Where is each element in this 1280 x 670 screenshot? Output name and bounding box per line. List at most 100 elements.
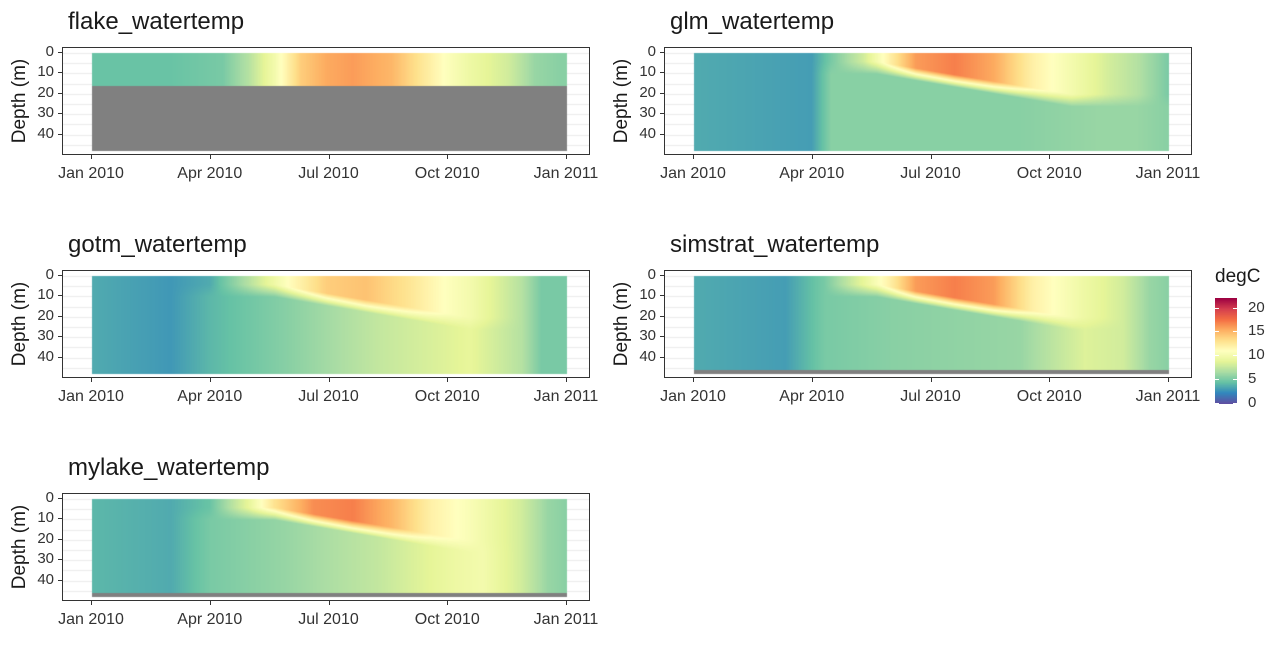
y-tick-mark: [58, 336, 62, 337]
x-tick-label: Jan 2011: [1135, 165, 1201, 182]
y-tick-mark: [58, 52, 62, 53]
y-tick-mark: [660, 336, 664, 337]
panel-title: simstrat_watertemp: [670, 231, 880, 258]
y-tick-label: 10: [639, 63, 656, 81]
y-tick-label: 30: [639, 327, 656, 345]
x-tick-mark: [812, 378, 813, 382]
y-tick-label: 10: [37, 509, 54, 527]
y-tick-label: 40: [639, 347, 656, 365]
y-tick-label: 20: [37, 83, 54, 101]
x-tick-mark: [447, 155, 448, 159]
y-tick-label: 20: [37, 529, 54, 547]
legend-tick-label: 0: [1248, 394, 1257, 411]
x-tick-mark: [447, 601, 448, 605]
x-tick-mark: [931, 155, 932, 159]
y-tick-label: 20: [639, 83, 656, 101]
legend-tick-label: 20: [1248, 298, 1265, 316]
x-tick-label: Jan 2010: [660, 388, 726, 405]
y-tick-label: 30: [37, 550, 54, 568]
x-tick-label: Jul 2010: [900, 165, 961, 182]
y-tick-mark: [58, 113, 62, 114]
heatmap-panel: [62, 47, 590, 155]
x-tick-label: Jan 2011: [533, 611, 599, 628]
heatmap-panel: [664, 270, 1192, 378]
y-tick-label: 0: [647, 266, 656, 283]
y-tick-mark: [58, 498, 62, 499]
legend-title: degC: [1215, 266, 1261, 287]
x-tick-mark: [1168, 155, 1169, 159]
y-tick-label: 0: [45, 266, 54, 283]
x-tick-mark: [210, 378, 211, 382]
y-tick-mark: [660, 357, 664, 358]
y-tick-mark: [58, 539, 62, 540]
y-tick-mark: [58, 275, 62, 276]
heatmap-panel: [62, 270, 590, 378]
y-tick-mark: [660, 295, 664, 296]
heatmap-panel: [664, 47, 1192, 155]
y-tick-label: 40: [37, 347, 54, 365]
y-tick-mark: [58, 518, 62, 519]
panel-title: flake_watertemp: [68, 8, 245, 35]
x-tick-label: Apr 2010: [177, 165, 243, 182]
x-tick-mark: [693, 155, 694, 159]
y-tick-mark: [660, 93, 664, 94]
legend-tick-mark: [1233, 379, 1237, 380]
y-tick-mark: [58, 580, 62, 581]
legend-tick-mark: [1233, 331, 1237, 332]
y-tick-label: 20: [639, 306, 656, 324]
x-tick-label: Jan 2010: [58, 611, 124, 628]
x-tick-label: Jan 2011: [533, 165, 599, 182]
x-tick-mark: [91, 601, 92, 605]
legend-tick-mark: [1215, 403, 1219, 404]
y-tick-label: 20: [37, 306, 54, 324]
y-tick-mark: [58, 559, 62, 560]
x-tick-label: Oct 2010: [1016, 165, 1082, 182]
y-tick-label: 30: [37, 327, 54, 345]
x-tick-mark: [91, 378, 92, 382]
legend-tick-mark: [1215, 379, 1219, 380]
y-tick-label: 0: [647, 43, 656, 60]
x-tick-label: Oct 2010: [414, 388, 480, 405]
y-tick-label: 10: [639, 286, 656, 304]
x-tick-label: Oct 2010: [414, 611, 480, 628]
x-tick-mark: [1168, 378, 1169, 382]
x-tick-mark: [1049, 378, 1050, 382]
y-tick-label: 40: [37, 570, 54, 588]
y-tick-label: 0: [45, 43, 54, 60]
x-tick-label: Jan 2010: [58, 388, 124, 405]
y-tick-mark: [58, 93, 62, 94]
y-tick-label: 10: [37, 63, 54, 81]
y-tick-mark: [58, 316, 62, 317]
x-tick-mark: [210, 155, 211, 159]
legend-tick-mark: [1215, 355, 1219, 356]
x-tick-mark: [329, 378, 330, 382]
x-tick-mark: [931, 378, 932, 382]
x-tick-mark: [1049, 155, 1050, 159]
x-tick-mark: [329, 601, 330, 605]
y-tick-mark: [58, 357, 62, 358]
legend-tick-label: 10: [1248, 346, 1265, 364]
x-tick-label: Jan 2010: [660, 165, 726, 182]
panel-title: glm_watertemp: [670, 8, 835, 35]
x-tick-mark: [566, 155, 567, 159]
legend-tick-mark: [1233, 403, 1237, 404]
legend-tick-mark: [1233, 355, 1237, 356]
x-tick-label: Apr 2010: [177, 611, 243, 628]
legend-tick-mark: [1215, 308, 1219, 309]
y-tick-mark: [660, 316, 664, 317]
x-tick-mark: [329, 155, 330, 159]
x-tick-mark: [210, 601, 211, 605]
x-tick-mark: [693, 378, 694, 382]
y-tick-mark: [660, 134, 664, 135]
heatmap-panel: [62, 493, 590, 601]
x-tick-label: Jul 2010: [298, 165, 359, 182]
y-tick-mark: [58, 295, 62, 296]
y-tick-mark: [58, 72, 62, 73]
x-tick-label: Apr 2010: [779, 388, 845, 405]
heatmap-cells: [665, 271, 1191, 377]
legend-tick-mark: [1215, 331, 1219, 332]
y-tick-mark: [660, 113, 664, 114]
x-tick-label: Jan 2010: [58, 165, 124, 182]
panel-title: mylake_watertemp: [68, 454, 270, 481]
